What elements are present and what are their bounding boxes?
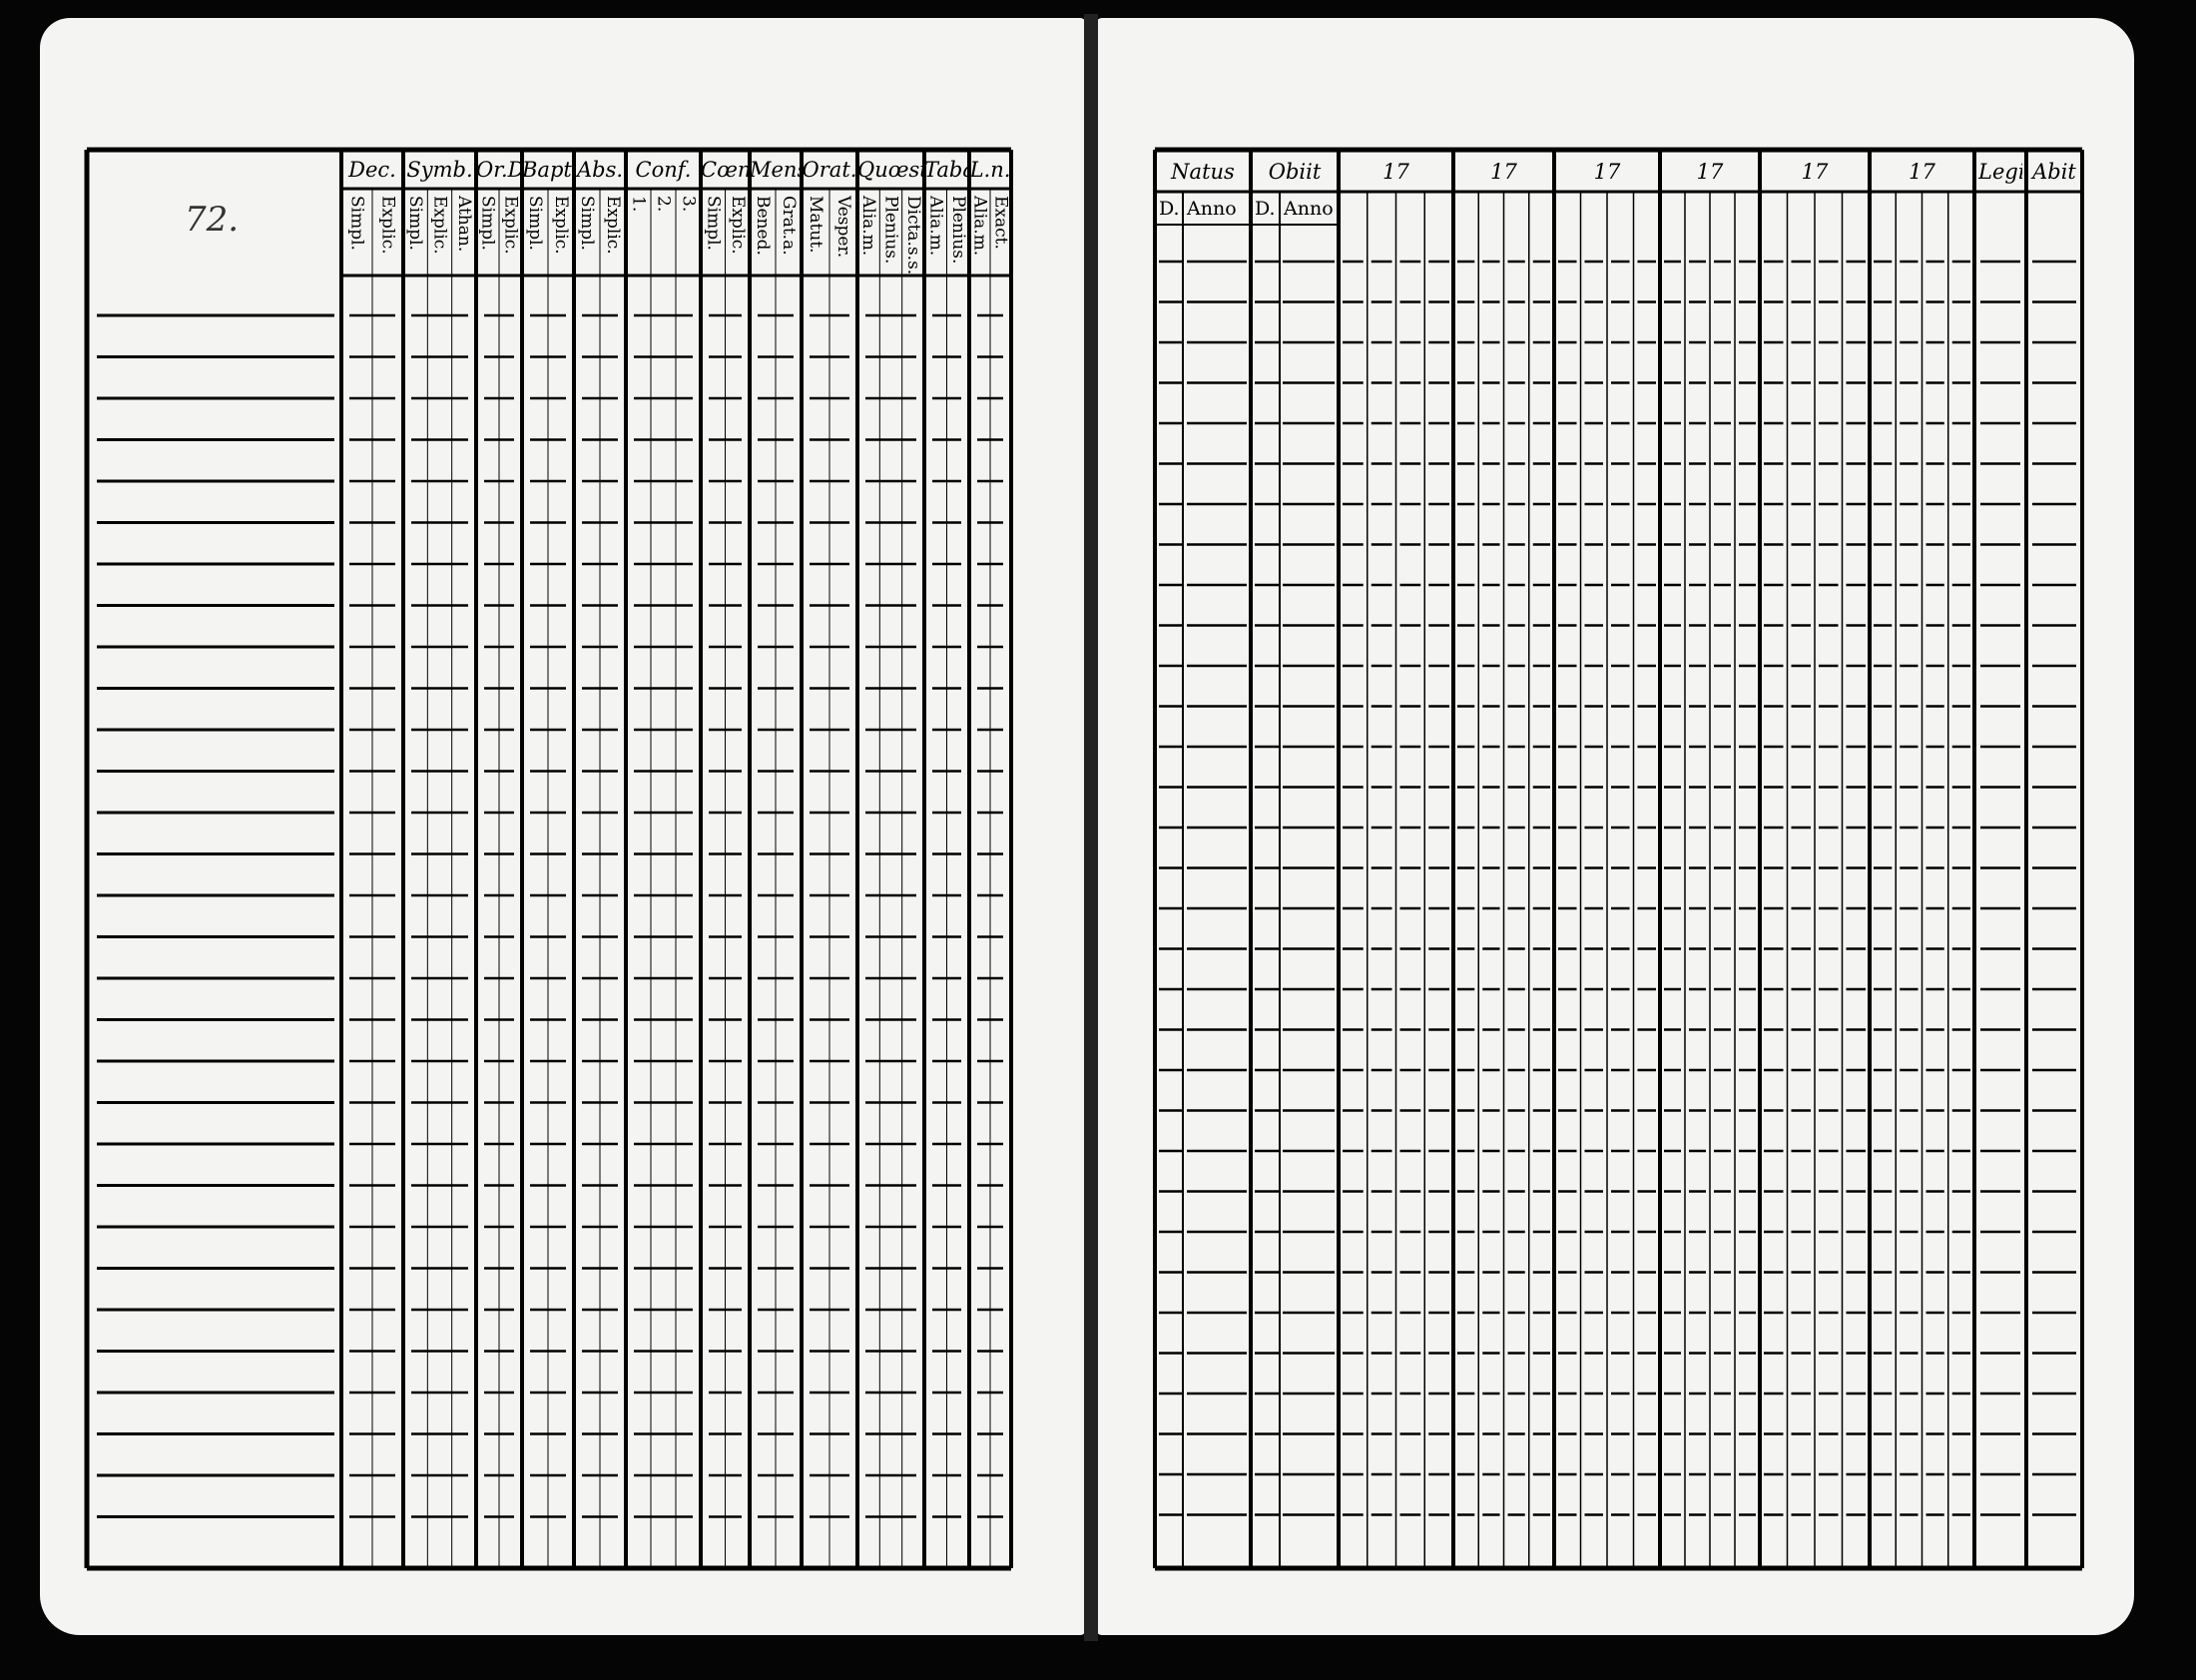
column-header: 17 bbox=[1909, 160, 1935, 184]
column-subheader: Simpl. bbox=[477, 196, 498, 251]
left-page bbox=[40, 18, 1086, 1635]
column-subheader: Explic. bbox=[500, 196, 521, 255]
column-header: Orat. bbox=[802, 158, 857, 182]
column-header: Or.D bbox=[476, 158, 522, 182]
column-subheader: Grat.a. bbox=[779, 196, 799, 256]
column-subheader: Plenius. bbox=[880, 196, 901, 265]
column-subheader: 1. bbox=[628, 196, 649, 213]
column-subheader: Anno bbox=[1187, 198, 1237, 220]
column-subheader: Alia.m. bbox=[925, 196, 946, 257]
column-header: 17 bbox=[1801, 160, 1829, 184]
column-header: Natus bbox=[1171, 160, 1235, 184]
column-subheader: Explic. bbox=[377, 196, 398, 255]
column-header: Cœn.D bbox=[701, 158, 750, 182]
column-header: Mens. bbox=[750, 158, 802, 182]
column-header: 17 bbox=[1593, 160, 1621, 184]
column-subheader: Explic. bbox=[429, 196, 450, 255]
column-header: 17 bbox=[1382, 160, 1409, 184]
column-subheader: Athan. bbox=[453, 196, 474, 253]
column-subheader: 3. bbox=[678, 196, 699, 213]
column-subheader: Plenius. bbox=[947, 196, 968, 265]
column-subheader: Explic. bbox=[603, 196, 623, 255]
column-subheader: Alia.m. bbox=[969, 196, 990, 257]
page-number: 72. bbox=[185, 200, 240, 240]
column-header: Legit bbox=[1978, 160, 2022, 184]
column-subheader: Simpl. bbox=[346, 196, 367, 251]
column-subheader: Anno bbox=[1284, 198, 1334, 220]
column-subheader: Simpl. bbox=[703, 196, 724, 251]
column-subheader: Explic. bbox=[551, 196, 571, 255]
column-subheader: Vesper. bbox=[833, 196, 853, 259]
column-subheader: Bened. bbox=[753, 196, 773, 256]
column-header: Dec. bbox=[348, 158, 396, 182]
column-subheader: Simpl. bbox=[577, 196, 597, 251]
column-subheader: Explic. bbox=[727, 196, 748, 255]
column-subheader: D. bbox=[1255, 198, 1276, 220]
column-subheader: 2. bbox=[653, 196, 674, 213]
column-header: Abs. bbox=[576, 158, 624, 182]
column-header: 17 bbox=[1490, 160, 1517, 184]
book-gutter bbox=[1084, 14, 1098, 1641]
column-subheader: D. bbox=[1159, 198, 1180, 220]
column-subheader: Alia.m. bbox=[858, 196, 879, 257]
column-header: Tabæ bbox=[924, 158, 969, 182]
column-header: Conf. bbox=[635, 158, 692, 182]
column-header: L.n. bbox=[969, 158, 1011, 182]
column-header: Quœst. bbox=[857, 158, 924, 182]
column-subheader: Simpl. bbox=[405, 196, 426, 251]
column-subheader: Simpl. bbox=[525, 196, 545, 251]
column-header: Obiit bbox=[1268, 160, 1322, 184]
column-header: 17 bbox=[1696, 160, 1724, 184]
column-subheader: Dicta.s.s. bbox=[902, 196, 923, 276]
column-header: Bapt. bbox=[522, 158, 574, 182]
column-subheader: Exact. bbox=[990, 196, 1011, 250]
column-header: Symb. bbox=[406, 158, 473, 182]
column-header: Abit bbox=[2032, 160, 2076, 184]
column-subheader: Matut. bbox=[806, 196, 825, 254]
